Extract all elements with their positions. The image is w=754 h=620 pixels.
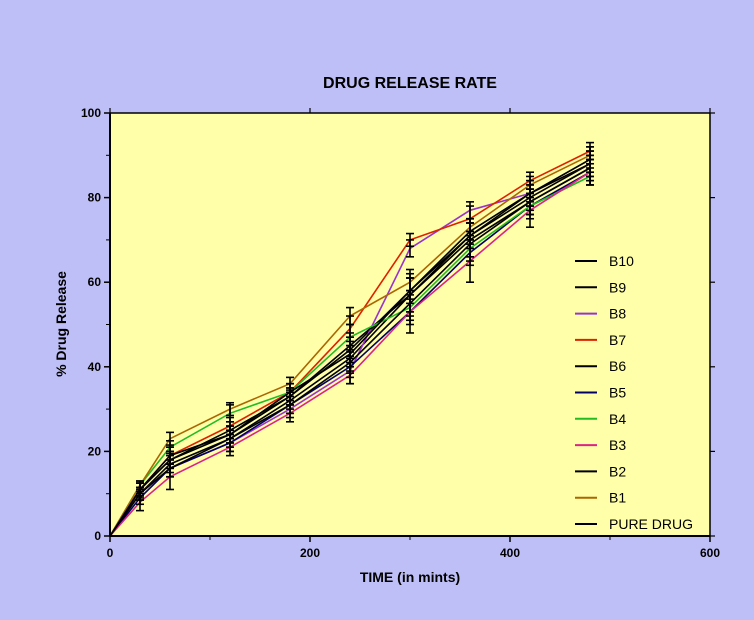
error-bar — [226, 401, 234, 417]
error-bar — [346, 344, 354, 364]
error-bar — [406, 232, 414, 248]
error-bars — [136, 141, 594, 512]
error-bar — [136, 482, 144, 497]
legend-item: B6 — [575, 358, 626, 374]
series-line-6 — [109, 171, 591, 537]
y-tick-label: 20 — [88, 444, 102, 458]
y-tick-label: 100 — [81, 106, 101, 120]
error-bar — [526, 179, 534, 207]
y-axis-label: % Drug Release — [53, 271, 69, 377]
legend-item: B5 — [575, 385, 626, 401]
y-tick-label: 40 — [88, 360, 102, 374]
error-bar — [226, 425, 234, 444]
legend-item: B7 — [575, 332, 626, 348]
series-line-11 — [109, 158, 591, 537]
error-bar — [586, 146, 594, 174]
y-tick-label: 80 — [88, 191, 102, 205]
series-line-10 — [109, 154, 591, 537]
error-bar — [406, 277, 414, 305]
error-bar — [346, 306, 354, 326]
series-line-2 — [109, 167, 591, 537]
series-line-8 — [109, 171, 591, 537]
legend-label: B4 — [609, 411, 626, 427]
x-tick-label: 0 — [107, 546, 114, 560]
error-bar — [286, 382, 294, 402]
legend-item: B4 — [575, 411, 626, 427]
legend-label: PURE DRUG — [609, 516, 693, 532]
legend-item: B3 — [575, 437, 626, 453]
y-tick-label: 60 — [88, 275, 102, 289]
legend-item: PURE DRUG — [575, 516, 693, 532]
legend: B10 B9 B8 B7 B6 B5 B4 B3 B2 B1 PURE DRUG — [575, 253, 693, 532]
legend-item: B10 — [575, 253, 634, 269]
legend-item: B8 — [575, 306, 626, 322]
series-line-9 — [109, 167, 591, 537]
legend-label: B3 — [609, 437, 626, 453]
axes: 0 200 400 600 0 20 40 60 80 100 — [81, 106, 720, 560]
error-bar — [166, 446, 174, 465]
x-tick-label: 400 — [500, 546, 520, 560]
error-bar — [466, 217, 474, 245]
legend-label: B10 — [609, 253, 634, 269]
legend-label: B7 — [609, 332, 626, 348]
series-line-7 — [109, 175, 591, 537]
error-bar — [166, 431, 174, 446]
x-axis-label: TIME (in mints) — [360, 569, 460, 585]
series-line-5 — [109, 163, 591, 537]
chart-title: DRUG RELEASE RATE — [323, 75, 497, 92]
series-lines — [109, 150, 591, 537]
x-tick-label: 200 — [300, 546, 320, 560]
legend-label: B2 — [609, 463, 626, 479]
legend-label: B8 — [609, 306, 626, 322]
legend-label: B9 — [609, 279, 626, 295]
x-tick-label: 600 — [700, 546, 720, 560]
legend-label: B1 — [609, 490, 626, 506]
y-tick-label: 0 — [94, 529, 101, 543]
legend-label: B5 — [609, 385, 626, 401]
legend-item: B1 — [575, 490, 626, 506]
legend-item: B9 — [575, 279, 626, 295]
legend-label: B6 — [609, 358, 626, 374]
legend-item: B2 — [575, 463, 626, 479]
